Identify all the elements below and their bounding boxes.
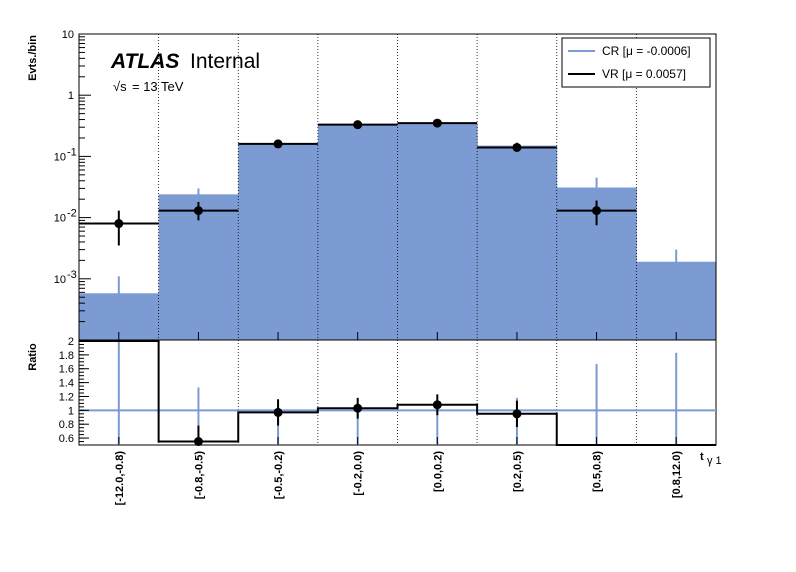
ratio-marker xyxy=(273,407,283,417)
legend-cr-label: CR [μ = -0.0006] xyxy=(602,44,691,58)
ratio-marker xyxy=(512,409,522,419)
y-tick-label: 10 xyxy=(54,213,66,225)
energy-label: = 13 TeV xyxy=(132,79,184,94)
ratio-y-tick-label: 1 xyxy=(68,405,74,417)
ratio-y-tick-label: 1.2 xyxy=(59,391,74,403)
x-tick-label: [0.2,0.5) xyxy=(512,451,524,492)
x-tick-label: [-0.2,0.0) xyxy=(353,451,365,496)
vr-marker xyxy=(353,120,363,130)
x-axis-label: t xyxy=(700,451,704,463)
cr-bar xyxy=(238,143,319,340)
x-tick-label: [0.5,0.8) xyxy=(592,451,604,492)
ratio-y-tick-label: 0.8 xyxy=(59,419,74,431)
y-tick-label: 10 xyxy=(62,29,74,41)
vr-marker xyxy=(512,142,522,152)
internal-label: Internal xyxy=(190,50,260,73)
x-tick-label: [0.8,12.0) xyxy=(671,451,683,498)
main-panel xyxy=(79,34,717,340)
ratio-y-tick-label: 1.8 xyxy=(59,350,74,362)
y-tick-exponent: -3 xyxy=(67,269,77,281)
x-axis-label-sub: γ 1 xyxy=(707,455,722,467)
vr-marker xyxy=(193,206,203,216)
ratio-y-tick-label: 2 xyxy=(68,336,74,348)
vr-marker xyxy=(592,206,602,216)
vr-marker xyxy=(114,219,124,229)
ratio-panel: 2 1.8 1.6 1.41.2 1 0.8 0.6 [-12.0,-0.8) [-0.8,-0… xyxy=(59,336,717,506)
y-axis-label: Evts./bin xyxy=(27,35,39,81)
x-tick-label: [0.0,0.2) xyxy=(432,451,444,492)
y-tick-label: 10 xyxy=(54,274,66,286)
y-tick-exponent: -1 xyxy=(67,146,77,158)
cr-bar xyxy=(397,123,478,340)
ratio-y-axis-label: Ratio xyxy=(27,343,39,371)
ratio-marker xyxy=(432,400,442,410)
x-tick-label: [-0.5,-0.2) xyxy=(273,451,285,500)
vr-marker xyxy=(273,139,283,149)
ratio-y-tick-label: 0.6 xyxy=(59,433,74,445)
x-tick-label: [-12.0,-0.8) xyxy=(114,451,126,506)
ratio-step-line xyxy=(79,340,716,446)
y-tick-label: 1 xyxy=(68,90,74,102)
legend: CR [μ = -0.0006] VR [μ = 0.0057] xyxy=(561,37,711,88)
ratio-y-tick-label: 1.4 xyxy=(59,378,74,390)
legend-box xyxy=(561,37,711,88)
ratio-y-tick-label: 1.6 xyxy=(59,364,74,376)
y-tick-exponent: -2 xyxy=(67,208,77,220)
cr-bar xyxy=(636,261,717,340)
legend-vr-label: VR [μ = 0.0057] xyxy=(602,67,686,81)
vr-marker xyxy=(432,118,442,128)
energy-sqrt-label: √s xyxy=(113,79,127,94)
y-tick-label: 10 xyxy=(54,151,66,163)
ratio-marker xyxy=(353,403,363,413)
atlas-label: ATLAS xyxy=(110,50,179,73)
cr-bar xyxy=(317,124,398,340)
cr-bar xyxy=(477,145,558,340)
main-axes-frame xyxy=(78,33,717,341)
x-tick-label: [-0.8,-0.5) xyxy=(193,451,205,500)
